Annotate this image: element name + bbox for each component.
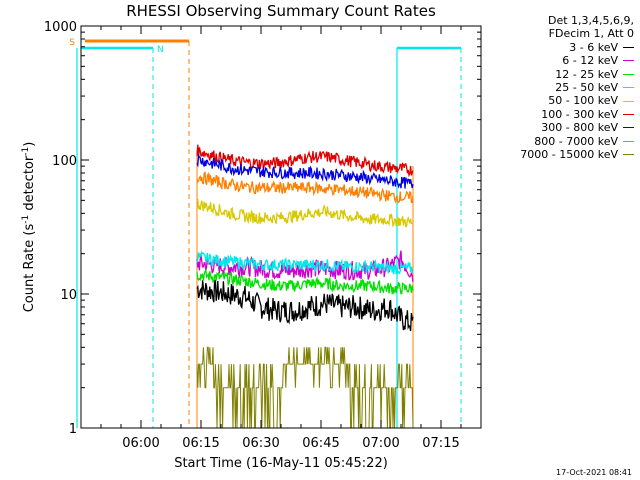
series-50-100-kev-line — [196, 198, 414, 228]
legend-entry-swatch — [623, 73, 634, 75]
legend-entry-swatch — [623, 60, 634, 62]
legend-entry-label: 6 - 12 keV — [562, 54, 618, 68]
legend-entry-swatch — [623, 87, 634, 89]
saa-label: S — [69, 38, 75, 48]
legend-rows: 3 - 6 keV 6 - 12 keV 12 - 25 keV 25 - 50 ke… — [454, 41, 634, 162]
legend-entry: 800 - 7000 keV — [454, 135, 634, 148]
series-7000-15000-kev-line — [196, 346, 414, 429]
legend-entry-label: 25 - 50 keV — [555, 81, 618, 95]
legend-entry-label: 7000 - 15000 keV — [520, 148, 618, 162]
plot-frame — [80, 25, 482, 429]
legend-entry-label: 3 - 6 keV — [569, 40, 618, 54]
y-axis-label: Count Rate (s-1 detector-1) — [21, 142, 37, 313]
legend-entry-label: 800 - 7000 keV — [534, 134, 618, 148]
series-25-50-kev-line — [196, 250, 414, 275]
chart-title: RHESSI Observing Summary Count Rates — [126, 2, 436, 20]
x-tick-label: 06:30 — [242, 436, 279, 451]
y-tick-label: 1 — [69, 422, 77, 437]
series-100-300-kev-line — [196, 144, 414, 178]
legend-entry-label: 50 - 100 keV — [548, 94, 618, 108]
legend-entry-swatch — [623, 114, 634, 116]
legend-entry: 100 - 300 keV — [454, 108, 634, 121]
x-tick-label: 07:00 — [362, 436, 399, 451]
legend-entry-label: 12 - 25 keV — [555, 67, 618, 81]
footer-date: 17-Oct-2021 08:41 — [556, 468, 632, 477]
legend-entry-swatch — [623, 140, 634, 142]
y-tick-label: 10 — [60, 288, 77, 303]
x-tick-label: 06:45 — [302, 436, 339, 451]
legend-entry-swatch — [623, 127, 634, 129]
legend-entry-swatch — [623, 100, 634, 102]
legend-entry: 6 - 12 keV — [454, 54, 634, 67]
legend-entry-label: 300 - 800 keV — [541, 121, 618, 135]
plot-area: SN — [69, 38, 462, 429]
legend-entry: 50 - 100 keV — [454, 94, 634, 107]
series-800-7000-kev-line — [196, 170, 414, 204]
legend-entry-label: 100 - 300 keV — [541, 107, 618, 121]
legend-entry: 3 - 6 keV — [454, 41, 634, 54]
legend-entry-swatch — [623, 154, 634, 156]
y-tick-label: 100 — [52, 154, 77, 169]
legend-entry: 7000 - 15000 keV — [454, 148, 634, 161]
legend-entry-swatch — [623, 47, 634, 49]
y-tick-label: 1000 — [44, 20, 77, 35]
x-axis-label: Start Time (16-May-11 05:45:22) — [174, 456, 388, 471]
night-label: N — [157, 45, 164, 55]
series-12-25-kev-line — [196, 268, 414, 295]
legend-entry: 12 - 25 keV — [454, 68, 634, 81]
x-tick-label: 06:00 — [122, 436, 159, 451]
x-tick-label: 07:15 — [422, 436, 459, 451]
series-3-6-kev-line — [196, 279, 414, 332]
axes: 1 10 100 1000 06:00 06:15 06:30 06:45 07:00 07:15 — [44, 20, 482, 451]
legend: Det 1,3,4,5,6,9, FDecim 1, Att 0 3 - 6 k… — [454, 14, 634, 161]
x-tick-label: 06:15 — [182, 436, 219, 451]
legend-entry: 300 - 800 keV — [454, 121, 634, 134]
series-300-800-kev-line — [196, 153, 414, 189]
legend-entry: 25 - 50 keV — [454, 81, 634, 94]
legend-header-line-2: FDecim 1, Att 0 — [548, 27, 634, 41]
legend-header-line-1: Det 1,3,4,5,6,9, — [547, 14, 634, 27]
